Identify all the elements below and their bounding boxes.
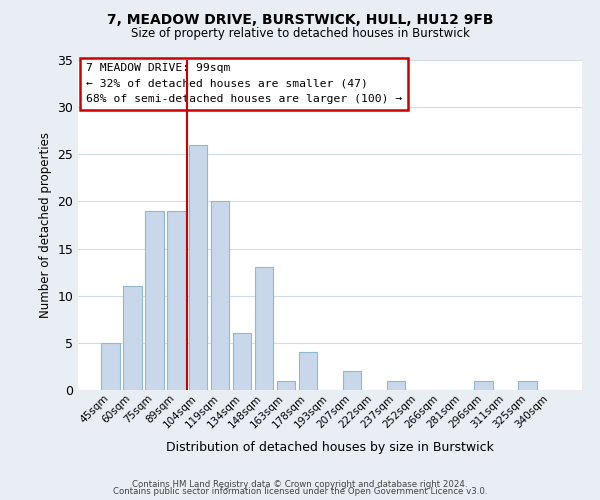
Text: 7, MEADOW DRIVE, BURSTWICK, HULL, HU12 9FB: 7, MEADOW DRIVE, BURSTWICK, HULL, HU12 9…	[107, 12, 493, 26]
Text: Size of property relative to detached houses in Burstwick: Size of property relative to detached ho…	[131, 28, 469, 40]
Bar	[123, 286, 142, 390]
Bar	[386, 380, 405, 390]
Bar	[189, 145, 208, 390]
Bar	[299, 352, 317, 390]
Bar	[145, 211, 164, 390]
Bar	[475, 380, 493, 390]
Bar	[518, 380, 537, 390]
Bar	[343, 371, 361, 390]
Bar	[167, 211, 185, 390]
X-axis label: Distribution of detached houses by size in Burstwick: Distribution of detached houses by size …	[166, 440, 494, 454]
Bar	[233, 334, 251, 390]
Text: 7 MEADOW DRIVE: 99sqm
← 32% of detached houses are smaller (47)
68% of semi-deta: 7 MEADOW DRIVE: 99sqm ← 32% of detached …	[86, 64, 402, 104]
Bar	[211, 202, 229, 390]
Bar	[255, 268, 274, 390]
Y-axis label: Number of detached properties: Number of detached properties	[39, 132, 52, 318]
Text: Contains HM Land Registry data © Crown copyright and database right 2024.: Contains HM Land Registry data © Crown c…	[132, 480, 468, 489]
Bar	[277, 380, 295, 390]
Text: Contains public sector information licensed under the Open Government Licence v3: Contains public sector information licen…	[113, 487, 487, 496]
Bar	[101, 343, 119, 390]
